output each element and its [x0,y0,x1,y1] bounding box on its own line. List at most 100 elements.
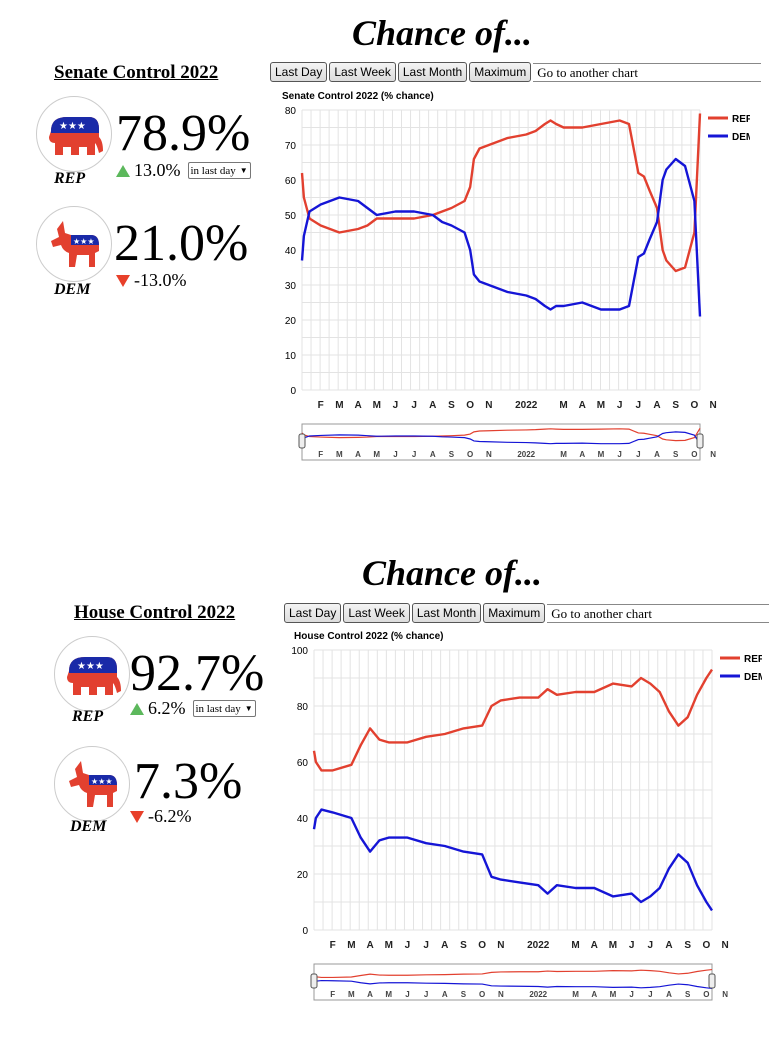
range-handle-right[interactable] [696,433,704,449]
senate-goto-chart[interactable]: Go to another chart [533,62,762,82]
x-tick-label: J [636,400,642,411]
navigator-tick-label: A [355,450,361,459]
navigator-tick-label: M [373,450,380,459]
x-tick-label: M [373,400,381,411]
y-tick-label: 0 [290,386,296,397]
x-tick-label: A [354,400,361,411]
x-tick-label: O [466,400,474,411]
navigator-tick-label: A [579,450,585,459]
y-tick-label: 0 [302,926,308,937]
x-tick-label: 2022 [515,400,538,411]
legend-label-dem: DEM [744,672,762,683]
series-line-rep [312,668,713,772]
series-line-dem [312,808,713,912]
donkey-icon: ★★★ [51,221,99,267]
house-dem-change-value: -6.2% [148,806,192,826]
senate-last-day-button[interactable]: Last Day [270,62,328,82]
y-tick-label: 40 [285,246,297,257]
navigator-tick-label: N [722,990,728,999]
y-tick-label: 20 [285,316,297,327]
dem-donkey-logo: ★★★ [54,746,130,822]
down-arrow-icon [130,810,144,823]
series-line-rep [300,113,702,273]
x-tick-label: M [609,940,617,951]
senate-race-title[interactable]: Senate Control 2022 [54,62,219,83]
dem-donkey-logo: ★★★ [36,206,112,282]
navigator-tick-label: J [393,450,397,459]
navigator-tick-label: J [424,990,428,999]
navigator-line-rep [313,968,713,979]
elephant-icon: ★★★ [49,117,103,155]
house-goto-chart[interactable]: Go to another chart [547,603,770,623]
chevron-down-icon: ▼ [239,166,248,175]
x-tick-label: J [423,940,429,951]
x-tick-label: S [448,400,455,411]
y-tick-label: 60 [285,176,297,187]
chart-title: House Control 2022 (% chance) [294,631,443,642]
house-toolbar: Last Day Last Week Last Month Maximum Go… [284,603,770,623]
x-tick-label: F [318,400,324,411]
x-tick-label: J [648,940,654,951]
navigator-tick-label: J [648,990,652,999]
x-tick-label: A [591,940,598,951]
house-race-title[interactable]: House Control 2022 [74,602,236,623]
series-line-dem [300,157,702,317]
x-tick-label: S [460,940,467,951]
navigator-line-rep [301,427,701,442]
house-rep-change: 6.2% in last day ▼ [130,698,256,719]
navigator-tick-label: M [336,450,343,459]
x-tick-label: M [559,400,567,411]
rep-label: REP [72,708,104,725]
x-tick-label: J [405,940,411,951]
x-tick-label: 2022 [527,940,550,951]
navigator-tick-label: O [479,990,485,999]
navigator-tick-label: M [598,450,605,459]
house-period-select[interactable]: in last day ▼ [192,700,256,717]
navigator-tick-label: O [691,450,697,459]
legend-label-dem: DEM [732,132,750,143]
senate-maximum-button[interactable]: Maximum [469,62,532,82]
house-maximum-button[interactable]: Maximum [483,603,546,623]
house-period-select-value: in last day [195,702,241,715]
navigator-tick-label: S [673,450,679,459]
senate-toolbar: Last Day Last Week Last Month Maximum Go… [270,62,762,82]
navigator-tick-label: J [405,990,409,999]
x-tick-label: J [629,940,635,951]
range-handle-left[interactable] [298,433,306,449]
down-arrow-icon [116,274,130,287]
range-handle-right[interactable] [708,973,716,989]
senate-last-week-button[interactable]: Last Week [329,62,396,82]
x-tick-label: F [330,940,336,951]
chart-title: Senate Control 2022 (% chance) [282,91,434,102]
senate-last-month-button[interactable]: Last Month [397,62,468,82]
x-tick-label: N [497,940,504,951]
y-tick-label: 50 [285,211,297,222]
senate-period-select[interactable]: in last day ▼ [187,162,251,179]
donkey-icon: ★★★ [69,761,117,807]
house-rep-percent: 92.7% [130,645,265,702]
x-tick-label: A [579,400,586,411]
senate-dem-change-value: -13.0% [134,270,187,290]
senate-rep-change: 13.0% in last day ▼ [116,160,251,181]
x-tick-label: M [571,940,579,951]
range-handle-left[interactable] [310,973,318,989]
senate-chart: Senate Control 2022 (% chance) 0 10 20 30 40 5… [282,91,750,461]
x-tick-label: O [703,940,711,951]
svg-text:★★★: ★★★ [91,777,113,786]
navigator-tick-label: S [461,990,467,999]
house-last-month-button[interactable]: Last Month [411,603,482,623]
navigator-tick-label: F [330,990,335,999]
y-tick-label: 100 [292,646,308,657]
navigator-tick-label: N [710,450,716,459]
house-last-day-button[interactable]: Last Day [284,603,342,623]
navigator-tick-label: J [629,990,633,999]
x-tick-label: N [709,400,716,411]
house-last-week-button[interactable]: Last Week [343,603,410,623]
y-tick-label: 60 [297,758,309,769]
navigator-tick-label: N [486,450,492,459]
x-tick-label: O [691,400,699,411]
navigator-tick-label: M [348,990,355,999]
legend-label-rep: REP [732,114,750,125]
navigator-tick-label: A [666,990,672,999]
x-tick-label: A [665,940,672,951]
